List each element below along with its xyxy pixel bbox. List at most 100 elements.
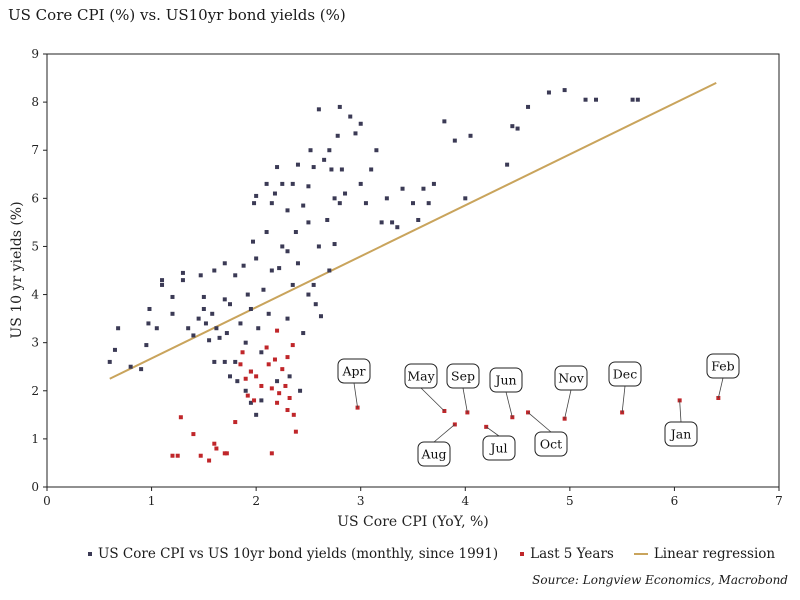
callout-box <box>417 441 451 467</box>
historical-point <box>337 201 342 206</box>
historical-point <box>384 196 389 201</box>
callout-label: Jun <box>493 373 516 388</box>
recent-point <box>170 453 175 458</box>
callout-leader <box>462 387 468 413</box>
recent-point <box>275 400 280 405</box>
recent-point <box>224 451 229 456</box>
historical-point <box>235 379 240 384</box>
recent-point <box>254 374 259 379</box>
historical-point <box>316 107 321 112</box>
historical-point <box>515 126 520 131</box>
historical-point <box>180 270 185 275</box>
historical-point <box>306 292 311 297</box>
recent-point <box>290 343 295 348</box>
recent-point <box>238 362 243 367</box>
historical-point <box>358 121 363 126</box>
historical-point <box>238 321 243 326</box>
historical-point <box>272 191 277 196</box>
x-tick-label: 6 <box>671 494 679 508</box>
historical-point <box>311 282 316 287</box>
historical-point <box>264 230 269 235</box>
historical-point <box>452 138 457 143</box>
callout-box <box>554 365 588 391</box>
historical-point <box>400 186 405 191</box>
recent-point <box>243 376 248 381</box>
historical-point <box>295 162 300 167</box>
historical-point <box>201 306 206 311</box>
y-tick-label: 1 <box>31 432 39 446</box>
historical-point <box>224 331 229 336</box>
callout-box <box>608 361 642 387</box>
callout-label: Apr <box>341 364 365 379</box>
recent-point <box>272 357 277 362</box>
historical-point <box>311 165 316 170</box>
x-tick-label: 5 <box>566 494 574 508</box>
recent-point <box>264 345 269 350</box>
legend-item-regression: Linear regression <box>632 546 775 562</box>
historical-point <box>269 268 274 273</box>
historical-point <box>241 263 246 268</box>
historical-point <box>358 181 363 186</box>
historical-point <box>228 374 232 379</box>
recent-point <box>240 350 245 355</box>
historical-point <box>290 282 295 287</box>
callout-leader <box>485 426 500 437</box>
recent-point <box>214 446 219 451</box>
callout-label: Jan <box>669 427 692 442</box>
recent-point <box>269 451 274 456</box>
historical-point <box>222 297 227 302</box>
recent-point <box>510 415 515 420</box>
historical-point <box>170 294 175 299</box>
historical-point <box>248 306 253 311</box>
callout-leader <box>564 389 572 419</box>
historical-point <box>295 261 300 266</box>
x-tick-label: 1 <box>148 494 156 508</box>
historical-point <box>266 311 271 316</box>
regression-line <box>109 81 717 380</box>
historical-point <box>147 306 152 311</box>
callout-box <box>404 363 438 389</box>
historical-point <box>280 181 285 186</box>
historical-point <box>269 201 274 206</box>
historical-point <box>160 278 165 283</box>
recent-point <box>245 393 250 398</box>
callout-leader <box>527 412 552 433</box>
callout-box <box>706 353 740 379</box>
historical-point <box>329 167 334 172</box>
callout-label: Nov <box>558 371 584 386</box>
callout-box <box>446 363 480 389</box>
x-tick-label: 4 <box>461 494 469 508</box>
historical-point <box>411 201 415 206</box>
historical-point <box>313 302 318 307</box>
recent-point <box>222 451 227 456</box>
callout-box <box>482 435 516 461</box>
historical-point <box>233 273 238 278</box>
callout-box <box>337 358 371 384</box>
recent-point <box>277 391 282 396</box>
y-tick-label: 2 <box>31 384 39 398</box>
recent-point <box>266 362 271 367</box>
legend-item-recent: Last 5 Years <box>516 546 614 562</box>
historical-point <box>207 338 212 343</box>
historical-point <box>251 239 256 244</box>
legend-item-historical: US Core CPI vs US 10yr bond yields (mont… <box>84 546 498 562</box>
callout-label: Aug <box>420 447 446 462</box>
historical-point <box>635 97 640 102</box>
legend-square-icon <box>520 552 525 556</box>
historical-point <box>431 181 436 186</box>
historical-point <box>180 278 185 283</box>
historical-point <box>252 201 257 206</box>
historical-point <box>212 359 217 364</box>
recent-point <box>191 432 196 437</box>
historical-point <box>395 225 400 230</box>
x-tick-label: 3 <box>357 494 365 508</box>
historical-point <box>293 230 298 235</box>
historical-point <box>245 292 250 297</box>
recent-point <box>248 369 253 374</box>
historical-point <box>468 133 473 138</box>
historical-point <box>335 133 340 138</box>
legend-square-icon <box>88 552 92 556</box>
x-tick-label: 0 <box>43 494 51 508</box>
recent-point <box>212 441 217 446</box>
